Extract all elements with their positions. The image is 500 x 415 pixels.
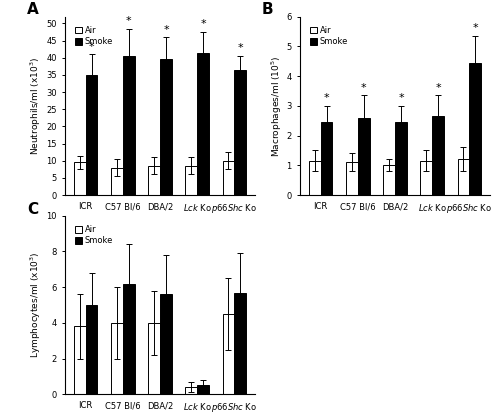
- Text: B: B: [262, 2, 274, 17]
- Text: $\it{p66Shc}$ Ko: $\it{p66Shc}$ Ko: [212, 202, 258, 215]
- Text: A: A: [27, 2, 39, 17]
- Bar: [186, 166, 197, 195]
- Text: $\it{Lck}$ Ko: $\it{Lck}$ Ko: [183, 202, 212, 213]
- Bar: [123, 283, 134, 394]
- Bar: [458, 159, 469, 195]
- Text: *: *: [163, 24, 169, 34]
- Text: *: *: [436, 83, 441, 93]
- Bar: [234, 70, 246, 195]
- Text: *: *: [238, 44, 243, 54]
- Bar: [470, 63, 482, 195]
- Text: DBA/2: DBA/2: [147, 401, 173, 410]
- Bar: [383, 165, 395, 195]
- Bar: [346, 162, 358, 195]
- Bar: [432, 116, 444, 195]
- Bar: [320, 122, 332, 195]
- Bar: [222, 314, 234, 394]
- Text: C57 Bl/6: C57 Bl/6: [105, 202, 140, 211]
- Bar: [123, 56, 134, 195]
- Bar: [160, 294, 172, 394]
- Bar: [111, 168, 123, 195]
- Bar: [186, 387, 197, 394]
- Bar: [420, 161, 432, 195]
- Bar: [160, 59, 172, 195]
- Text: ICR: ICR: [78, 401, 92, 410]
- Text: *: *: [324, 93, 330, 103]
- Text: C57 Bl/6: C57 Bl/6: [105, 401, 140, 410]
- Text: ICR: ICR: [314, 202, 328, 211]
- Y-axis label: Lymphocytes/ml (x10$^{3}$): Lymphocytes/ml (x10$^{3}$): [29, 252, 43, 358]
- Legend: Air, Smoke: Air, Smoke: [308, 24, 350, 48]
- Text: *: *: [398, 93, 404, 103]
- Bar: [148, 323, 160, 394]
- Text: *: *: [200, 20, 206, 29]
- Y-axis label: Neutrophils/ml (x10$^{3}$): Neutrophils/ml (x10$^{3}$): [29, 57, 43, 155]
- Bar: [308, 161, 320, 195]
- Text: DBA/2: DBA/2: [382, 202, 408, 211]
- Text: *: *: [361, 83, 366, 93]
- Text: C57 Bl/6: C57 Bl/6: [340, 202, 376, 211]
- Legend: Air, Smoke: Air, Smoke: [73, 24, 114, 48]
- Bar: [197, 53, 209, 195]
- Text: *: *: [88, 42, 94, 52]
- Text: $\it{p66Shc}$ Ko: $\it{p66Shc}$ Ko: [212, 401, 258, 415]
- Text: ICR: ICR: [78, 202, 92, 211]
- Bar: [234, 293, 246, 394]
- Bar: [395, 122, 407, 195]
- Text: $\it{p66Shc}$ Ko: $\it{p66Shc}$ Ko: [446, 202, 492, 215]
- Bar: [358, 118, 370, 195]
- Text: *: *: [472, 23, 478, 33]
- Y-axis label: Macrophages/ml (10$^{5}$): Macrophages/ml (10$^{5}$): [269, 55, 283, 156]
- Bar: [86, 75, 98, 195]
- Bar: [74, 327, 86, 394]
- Text: C: C: [27, 202, 38, 217]
- Bar: [148, 166, 160, 195]
- Text: $\it{Lck}$ Ko: $\it{Lck}$ Ko: [418, 202, 446, 213]
- Text: *: *: [126, 16, 132, 26]
- Text: $\it{Lck}$ Ko: $\it{Lck}$ Ko: [183, 401, 212, 413]
- Bar: [74, 162, 86, 195]
- Bar: [86, 305, 98, 394]
- Legend: Air, Smoke: Air, Smoke: [73, 224, 114, 247]
- Bar: [222, 161, 234, 195]
- Text: DBA/2: DBA/2: [147, 202, 173, 211]
- Bar: [197, 385, 209, 394]
- Bar: [111, 323, 123, 394]
